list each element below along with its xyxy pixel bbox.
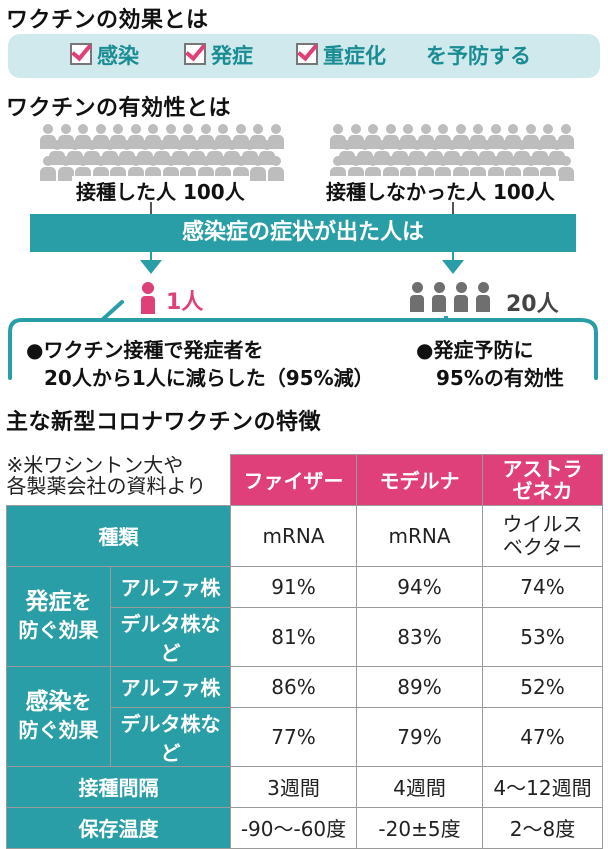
table-header-row: ※米ワシントン大や 各製薬会社の資料より ファイザー モデルナ アストラ ゼネカ — [6, 454, 603, 506]
connector-line — [452, 252, 454, 262]
table-cell: 83% — [356, 606, 483, 667]
vaccine-comparison-table: ※米ワシントン大や 各製薬会社の資料より ファイザー モデルナ アストラ ゼネカ… — [6, 454, 603, 849]
table-cell: 77% — [230, 706, 357, 767]
table-cell: 53% — [482, 606, 603, 667]
symptom-bar — [30, 214, 576, 252]
table-row: 保存温度 -90～-60度 -20±5度 2～8度 — [6, 806, 603, 849]
symptom-bar-label: 感染症の症状が出た人は — [181, 220, 424, 245]
table-row: 種類 mRNA mRNA ウイルス ベクター — [6, 504, 603, 567]
effect-item-onset: 発症 — [184, 42, 253, 70]
row-header-storage: 保存温度 — [6, 806, 231, 849]
person-icon — [432, 282, 448, 312]
subrow-header-delta: デルタ株など — [110, 706, 231, 767]
table-cell: 79% — [356, 706, 483, 767]
table-cell: 52% — [482, 665, 603, 708]
table-cell: 47% — [482, 706, 603, 767]
table-cell: 74% — [482, 565, 603, 608]
table-cell: mRNA — [356, 504, 483, 567]
source-note: ※米ワシントン大や 各製薬会社の資料より — [6, 454, 231, 505]
subrow-header-alpha: アルファ株 — [110, 665, 231, 708]
note-left-line2: 20人から1人に減らした（95%減） — [44, 366, 374, 390]
table-cell: 89% — [356, 665, 483, 708]
person-icon — [410, 282, 426, 312]
row-header-type: 種類 — [6, 504, 231, 567]
vaccinated-crowd — [40, 124, 290, 204]
table-cell: ウイルス ベクター — [482, 504, 603, 567]
row-header-interval: 接種間隔 — [6, 765, 231, 808]
effects-box: 感染 発症 重症化 を予防する — [8, 34, 600, 78]
table-row: デルタ株など 81% 83% 53% — [7, 606, 603, 667]
person-icon — [454, 282, 470, 312]
unvaccinated-symptom-figures — [410, 282, 496, 314]
table-cell: 4週間 — [356, 765, 483, 808]
note-left-line1: ●ワクチン接種で発症者を — [26, 338, 264, 362]
row-header-infection: 感染を 防ぐ効果 — [6, 665, 111, 767]
table-row: 発症を 防ぐ効果 アルファ株 91% 94% 74% — [6, 565, 603, 667]
note-right-line2: 95%の有効性 — [436, 366, 564, 390]
table-cell: mRNA — [230, 504, 357, 567]
note-bracket — [8, 300, 598, 380]
person-icon — [476, 282, 492, 312]
checkbox-icon — [296, 43, 318, 65]
connector-line — [150, 202, 152, 216]
table-cell: 81% — [230, 606, 357, 667]
checkbox-icon — [184, 43, 206, 65]
connector-line — [452, 202, 454, 216]
table-heading: 主な新型コロナワクチンの特徴 — [6, 410, 322, 435]
table-cell: 91% — [230, 565, 357, 608]
table-row: デルタ株など 77% 79% 47% — [7, 706, 603, 767]
connector-line — [150, 252, 152, 262]
subrow-header-alpha: アルファ株 — [110, 565, 231, 608]
unvaccinated-symptom-count: 20人 — [506, 292, 559, 317]
row-header-onset: 発症を 防ぐ効果 — [6, 565, 111, 667]
table-cell: 94% — [356, 565, 483, 608]
column-header-astrazeneca: アストラ ゼネカ — [482, 454, 603, 506]
table-cell: 2～8度 — [482, 806, 603, 849]
effect-suffix: を予防する — [426, 44, 531, 68]
checkbox-icon — [70, 43, 92, 65]
person-icon — [140, 282, 156, 314]
efficacy-heading: ワクチンの有効性とは — [6, 96, 232, 121]
table-cell: 86% — [230, 665, 357, 708]
down-arrow-icon — [140, 260, 162, 274]
table-cell: 3週間 — [230, 765, 357, 808]
column-header-pfizer: ファイザー — [230, 454, 357, 506]
note-right-line1: ●発症予防に — [416, 338, 534, 362]
table-row: 感染を 防ぐ効果 アルファ株 86% 89% 52% — [6, 665, 603, 767]
subrow-header-delta: デルタ株など — [110, 606, 231, 667]
table-cell: 4～12週間 — [482, 765, 603, 808]
down-arrow-icon — [442, 260, 464, 274]
table-cell: -20±5度 — [356, 806, 483, 849]
column-header-moderna: モデルナ — [356, 454, 483, 506]
effect-item-infection: 感染 — [70, 42, 139, 70]
effects-heading: ワクチンの効果とは — [6, 8, 209, 33]
table-row: 接種間隔 3週間 4週間 4～12週間 — [6, 765, 603, 808]
unvaccinated-label: 接種しなかった人 100人 — [322, 176, 559, 205]
table-cell: -90～-60度 — [230, 806, 357, 849]
vaccinated-symptom-count: 1人 — [166, 290, 204, 315]
vaccinated-label: 接種した人 100人 — [72, 176, 249, 205]
effect-item-severe: 重症化 — [296, 42, 386, 70]
